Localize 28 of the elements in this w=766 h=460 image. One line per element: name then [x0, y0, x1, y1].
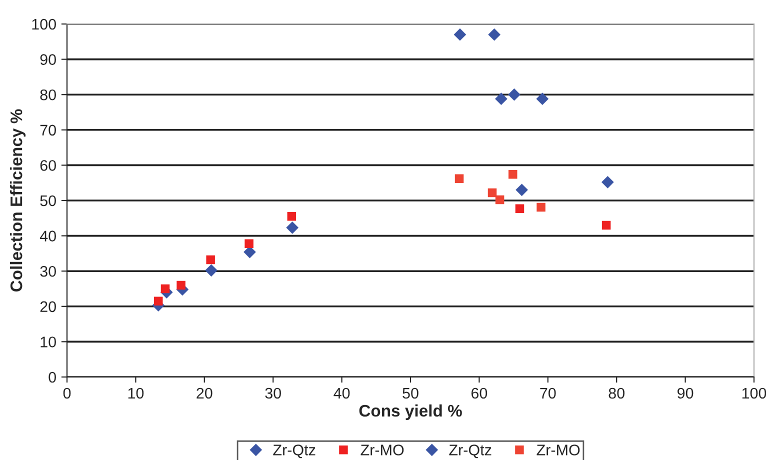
- y-axis-title: Collection Efficiency %: [10, 109, 26, 292]
- x-tick-label: 90: [678, 388, 694, 399]
- x-tick-label: 10: [128, 388, 144, 399]
- y-tick-label: 90: [40, 54, 56, 65]
- y-tick-label: 30: [40, 266, 56, 277]
- y-tick-label: 0: [48, 372, 56, 383]
- legend-label: Zr-Qtz: [273, 444, 316, 458]
- y-tick-label: 20: [40, 301, 56, 312]
- x-tick-label: 60: [471, 388, 488, 399]
- y-tick-label: 70: [40, 124, 56, 136]
- x-tick-label: 80: [608, 388, 624, 399]
- legend-label: Zr-Qtz: [449, 444, 492, 458]
- x-tick-label: 70: [540, 388, 556, 399]
- legend-label: Zr-MO: [536, 444, 580, 456]
- y-tick-label: 80: [40, 89, 56, 100]
- y-tick-label: 100: [32, 18, 56, 30]
- legend-label: Zr-MO: [360, 444, 404, 456]
- x-tick-label: 50: [402, 388, 418, 399]
- x-tick-label: 0: [63, 388, 71, 399]
- x-tick-label: 30: [265, 388, 281, 399]
- x-tick-label: 100: [742, 388, 766, 399]
- x-tick-label: 40: [334, 388, 350, 399]
- x-axis-title: Cons yield %: [359, 404, 462, 420]
- y-tick-label: 50: [40, 195, 56, 206]
- y-tick-label: 40: [40, 230, 56, 242]
- y-tick-label: 60: [40, 160, 56, 171]
- y-tick-label: 10: [40, 336, 56, 348]
- x-tick-label: 20: [196, 388, 212, 399]
